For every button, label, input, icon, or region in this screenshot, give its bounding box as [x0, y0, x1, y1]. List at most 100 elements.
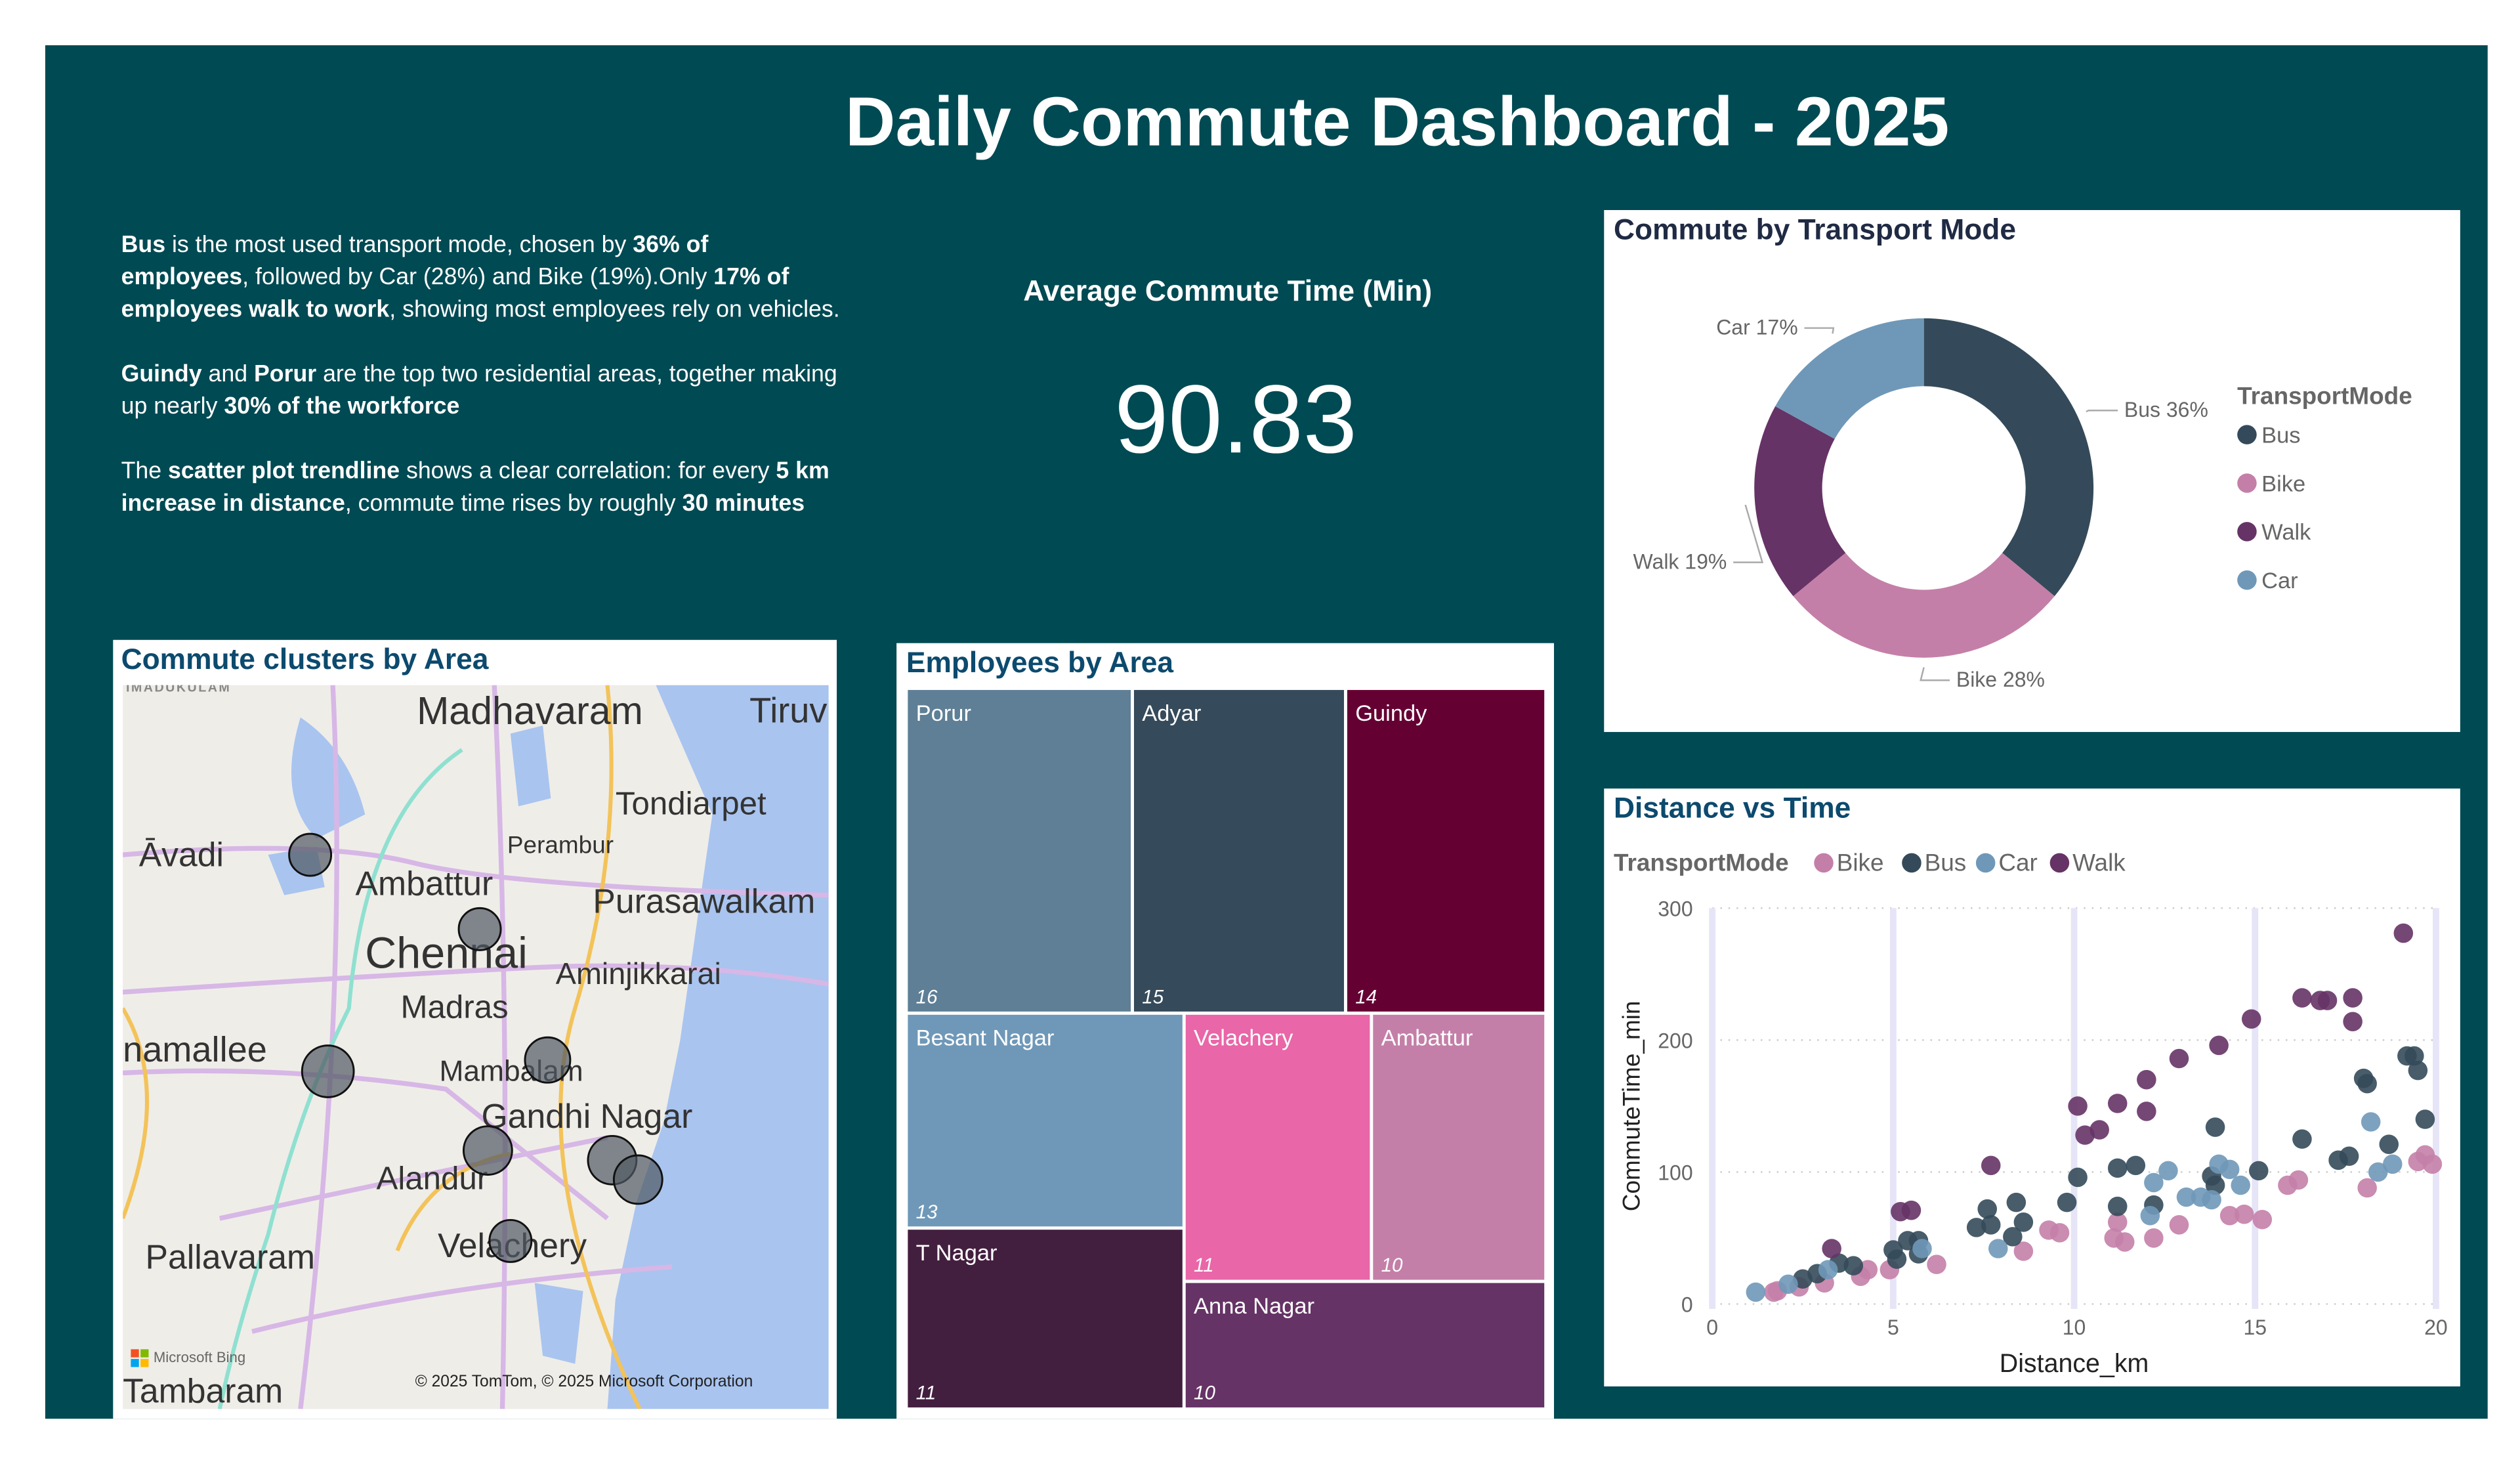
x-tick-label: 10	[2063, 1316, 2086, 1339]
treemap-cell-label: T Nagar	[915, 1239, 998, 1266]
scatter-point-bus	[1966, 1218, 1986, 1237]
map-place-label: Madras	[400, 990, 509, 1027]
scatter-point-car	[1818, 1260, 1838, 1279]
map-place-label: Tambaram	[123, 1373, 284, 1409]
scatter-title: Distance vs Time	[1614, 792, 1851, 825]
scatter-point-bus	[2248, 1161, 2269, 1181]
treemap-cell[interactable]: Velachery 11	[1185, 1014, 1370, 1280]
treemap-cell-label: Porur	[915, 699, 971, 726]
insight-highlight: Guindy	[121, 362, 202, 388]
treemap-cell[interactable]: Porur 16	[908, 690, 1131, 1012]
donut-data-label: Bus 36%	[2124, 398, 2208, 421]
map-bubbles	[288, 832, 663, 1263]
treemap-cell-label: Velachery	[1194, 1024, 1293, 1050]
scatter-point-bus	[2339, 1146, 2359, 1167]
scatter-point-car	[2361, 1112, 2381, 1132]
x-tick-label: 0	[1706, 1316, 1718, 1339]
scatter-point-walk	[2137, 1069, 2156, 1090]
scatter-point-bus	[2205, 1117, 2225, 1137]
map-title: Commute clusters by Area	[121, 643, 489, 675]
scatter-point-walk	[2107, 1094, 2128, 1113]
scatter-point-walk	[2343, 1012, 2362, 1032]
map-card[interactable]: Commute clusters by Area	[113, 639, 837, 1419]
map-place-label: Madhavaram	[417, 690, 643, 734]
scatter-point-bus	[2292, 1129, 2312, 1149]
scatter-point-car	[2231, 1175, 2250, 1195]
insight-highlight: 5 km increase in distance	[121, 459, 830, 517]
y-tick-label: 100	[1658, 1161, 1692, 1185]
donut-legend-title: TransportMode	[2237, 382, 2412, 409]
scatter-point-walk	[2241, 1009, 2261, 1029]
donut-slice	[1923, 318, 2094, 597]
insight-text: , followed by Car (28%) and Bike (19%).O…	[242, 265, 714, 291]
x-axis-label: Distance_km	[2000, 1349, 2149, 1378]
donut-title: Commute by Transport Mode	[1614, 213, 2017, 246]
legend-item: Walk	[2072, 849, 2126, 876]
scatter-point-walk	[2137, 1102, 2156, 1121]
map-area-bubble	[288, 832, 333, 877]
map-place-label: Purasawalkam	[593, 884, 816, 922]
insight-text: and	[201, 362, 254, 388]
treemap-card[interactable]: Employees by Area Porur 16 Adyar 15 Guindy 14…	[896, 643, 1554, 1419]
x-tick-label: 15	[2243, 1316, 2267, 1339]
treemap-cell-count: 15	[1142, 985, 1164, 1008]
scatter-point-bike	[2104, 1228, 2124, 1248]
map-attribution[interactable]: © 2025 TomTom, © 2025 Microsoft Corporat…	[415, 1373, 753, 1392]
treemap-cell[interactable]: Adyar 15	[1133, 690, 1344, 1012]
treemap-title: Employees by Area	[906, 646, 1174, 679]
scatter-point-car	[2368, 1162, 2388, 1182]
treemap-cell[interactable]: Guindy 14	[1347, 690, 1545, 1012]
treemap-cell-count: 14	[1355, 985, 1377, 1008]
scatter-point-bike	[1927, 1254, 1946, 1274]
insight-text: , showing most employees rely on vehicle…	[389, 297, 840, 324]
scatter-point-bus	[1843, 1256, 1863, 1276]
scatter-point-bus	[2107, 1158, 2128, 1178]
kpi-label: Average Commute Time (Min)	[1023, 274, 1433, 307]
scatter-point-bus	[1977, 1199, 1998, 1219]
scatter-point-car	[1746, 1282, 1766, 1302]
map-place-label: Āvadi	[138, 837, 224, 874]
map-area-bubble	[301, 1044, 355, 1098]
donut-slice	[1793, 553, 2055, 658]
treemap-cell[interactable]: Ambattur 10	[1373, 1014, 1545, 1280]
scatter-point-bus	[2408, 1060, 2428, 1081]
treemap-cell-label: Guindy	[1355, 699, 1427, 726]
treemap-cell[interactable]: Anna Nagar 10	[1185, 1283, 1545, 1407]
donut-leader-line	[2086, 409, 2118, 413]
donut-slice	[1775, 318, 1924, 439]
legend-item: Car	[2261, 568, 2298, 593]
scatter-point-car	[2383, 1154, 2403, 1174]
treemap-cell[interactable]: T Nagar 11	[908, 1230, 1183, 1407]
donut-data-label: Walk 19%	[1633, 549, 1727, 573]
scatter-point-walk	[1981, 1155, 2001, 1176]
x-tick-label: 5	[1887, 1316, 1899, 1339]
scatter-legend-title: TransportMode	[1614, 849, 1789, 876]
scatter-point-walk	[2292, 988, 2312, 1008]
scatter-card[interactable]: Distance vs Time 0 100 200 300 0 5 10 15 20 Dista…	[1604, 788, 2460, 1386]
page-title: Daily Commute Dashboard - 2025	[845, 83, 1950, 162]
treemap-cell[interactable]: Besant Nagar 13	[908, 1014, 1183, 1227]
scatter-point-bus	[2006, 1192, 2026, 1212]
scatter-point-bike	[2422, 1154, 2443, 1174]
map-place-label: IMADUKULAM	[125, 685, 232, 695]
scatter-point-bike	[2357, 1178, 2377, 1198]
scatter-point-bike	[2107, 1212, 2128, 1232]
insight-paragraph: Bus is the most used transport mode, cho…	[121, 230, 840, 327]
donut-slice	[1754, 406, 1846, 597]
y-axis-label: CommuteTime_min	[1618, 1001, 1645, 1212]
scatter-point-car	[2140, 1205, 2160, 1226]
map-canvas[interactable]: IMADUKULAM Madhavaram Tiruv Tondiarpet Peram…	[123, 685, 829, 1409]
scatter-point-bus	[2126, 1155, 2146, 1176]
insight-highlight: Porur	[253, 362, 317, 388]
scatter-point-car	[1988, 1239, 2008, 1258]
scatter-point-walk	[2393, 923, 2414, 943]
y-tick-label: 200	[1658, 1029, 1692, 1053]
treemap-cell-count: 10	[1194, 1381, 1215, 1405]
map-place-label: Chennai	[365, 929, 528, 978]
scatter-point-car	[1912, 1239, 1932, 1258]
map-place-label: Tondiarpet	[615, 786, 766, 823]
insights-text: Bus is the most used transport mode, cho…	[121, 230, 840, 553]
legend-marker	[2237, 473, 2257, 493]
donut-card[interactable]: Commute by Transport Mode Bus 36% Bike 28…	[1604, 209, 2460, 733]
